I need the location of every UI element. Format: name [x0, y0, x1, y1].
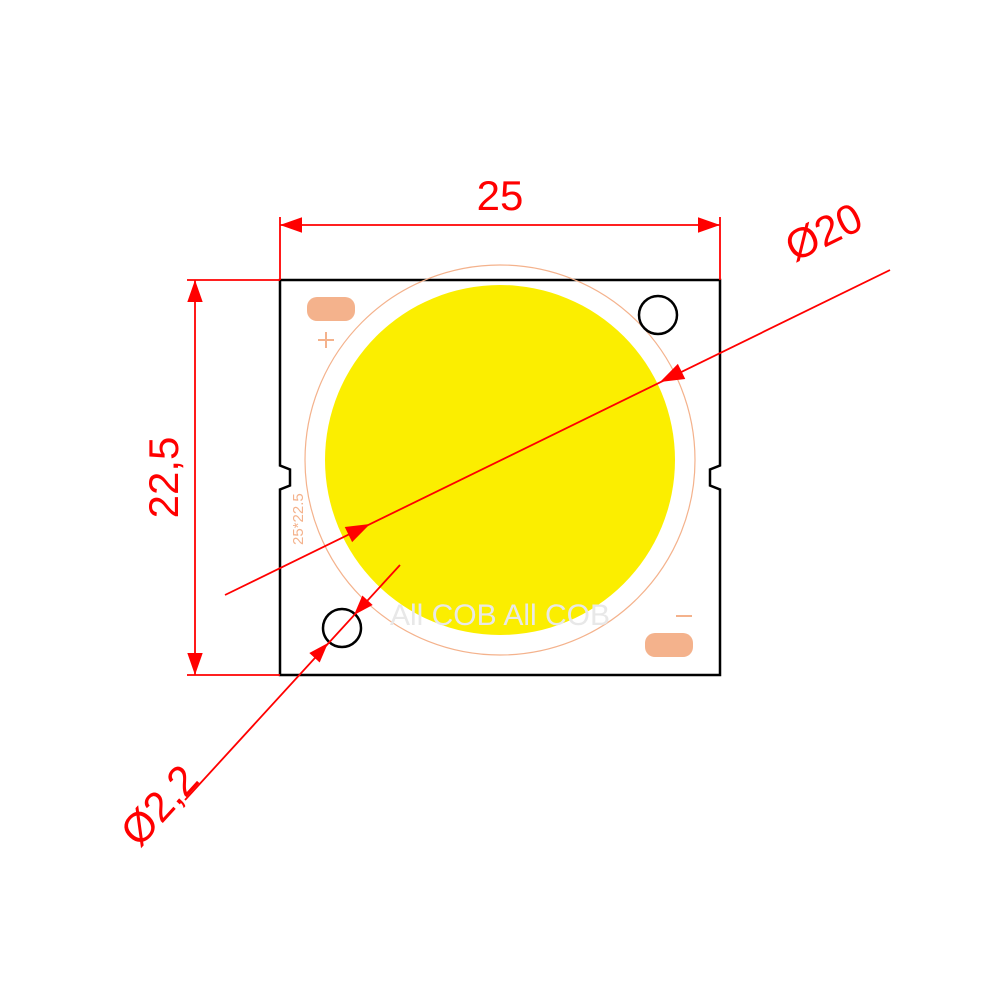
watermark: All COB All COB: [390, 599, 610, 632]
solder-pad-1: [645, 633, 693, 657]
dimension-diameter-value: Ø20: [778, 193, 870, 270]
solder-pad-0: [307, 297, 355, 321]
technical-drawing: 25*22.5 All COB All COB 25 22,5 Ø20 Ø2,2: [0, 0, 1000, 1000]
part-label: 25*22.5: [290, 493, 307, 545]
dimension-hole-value: Ø2,2: [111, 756, 207, 855]
dimension-width-value: 25: [477, 172, 524, 219]
mounting-hole-0: [639, 296, 677, 334]
dimension-hole-line: [185, 565, 400, 800]
dimension-height-value: 22,5: [140, 437, 187, 519]
